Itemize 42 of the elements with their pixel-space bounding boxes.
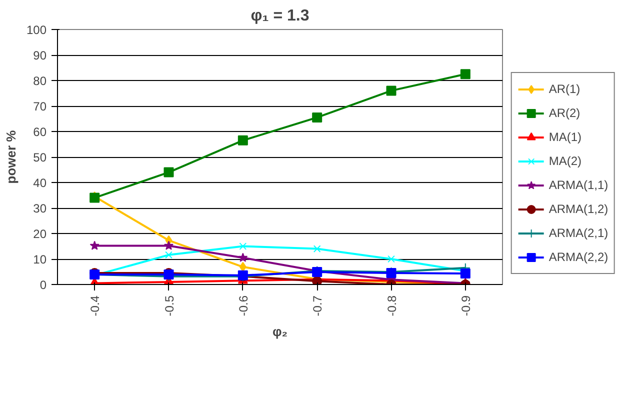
x-tick-label: -0.8	[384, 295, 399, 316]
chart-title: φ₁ = 1.3	[250, 8, 310, 24]
x-tick-label: -0.6	[236, 295, 250, 316]
legend-label: AR(2)	[548, 106, 580, 120]
y-tick-label: 70	[33, 100, 47, 114]
point	[238, 252, 248, 262]
point	[90, 240, 100, 250]
point	[460, 268, 470, 279]
x-tick-label: -0.5	[162, 295, 176, 316]
point	[312, 112, 322, 122]
x-axis-title: φ₂	[272, 324, 288, 340]
legend-label: MA(1)	[548, 130, 582, 144]
x-tick-label: -0.4	[88, 295, 102, 316]
x-tick-label: -0.9	[458, 295, 473, 316]
x-tick-label: -0.7	[310, 295, 325, 316]
y-tick-label: 0	[40, 278, 47, 292]
y-tick-label: 50	[33, 150, 47, 164]
y-tick-label: 80	[33, 74, 47, 88]
legend-label: ARMA(2,2)	[548, 250, 608, 264]
legend-label: ARMA(2,1)	[548, 226, 608, 240]
legend-label: AR(1)	[548, 82, 580, 96]
point	[460, 69, 470, 80]
point	[238, 135, 248, 146]
point	[239, 262, 246, 272]
point	[386, 86, 396, 96]
y-tick-label: 20	[33, 227, 47, 241]
legend-label: MA(2)	[548, 154, 582, 168]
y-tick-label: 10	[33, 252, 47, 266]
y-tick-label: 60	[33, 125, 47, 139]
y-tick-label: 40	[33, 176, 47, 190]
point	[239, 242, 247, 250]
y-tick-label: 30	[33, 202, 47, 216]
point	[164, 167, 174, 178]
point	[164, 240, 174, 250]
point	[313, 245, 321, 252]
point	[165, 251, 172, 259]
point	[388, 255, 395, 263]
legend-label: ARMA(1,1)	[548, 178, 608, 192]
y-tick-label: 100	[26, 23, 47, 37]
legend-label: ARMA(1,2)	[548, 202, 608, 216]
y-axis-title: power %	[3, 130, 18, 184]
y-tick-label: 90	[33, 48, 47, 62]
